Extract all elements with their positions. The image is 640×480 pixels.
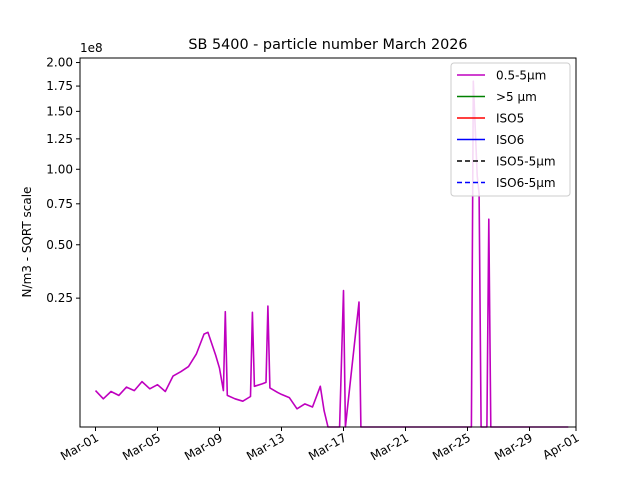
legend-label: 0.5-5µm — [496, 69, 546, 83]
x-tick-label: Mar-09 — [182, 430, 225, 463]
legend: 0.5-5µm >5 µm ISO5 ISO6 ISO5-5µm ISO6-5µm — [450, 62, 571, 197]
y-tick-label: 2.00 — [46, 56, 73, 70]
x-tick-label: Mar-17 — [306, 430, 349, 463]
y-tick-label: 0.50 — [46, 238, 73, 252]
x-tick-label: Mar-13 — [244, 430, 287, 463]
x-tick-label: Mar-01 — [58, 430, 101, 463]
legend-label: >5 µm — [496, 90, 537, 104]
y-tick-label: 0.75 — [46, 197, 73, 211]
y-axis-offset-label: 1e8 — [80, 41, 103, 55]
chart-title: SB 5400 - particle number March 2026 — [188, 37, 467, 53]
x-tick-label: Mar-29 — [492, 430, 535, 463]
axes-frame — [79, 57, 577, 428]
legend-label: ISO6-5µm — [496, 176, 556, 190]
x-tick-label: Mar-05 — [120, 430, 163, 463]
y-tick-label: 1.00 — [46, 162, 73, 176]
y-tick-label: 1.25 — [46, 132, 73, 146]
legend-label: ISO5-5µm — [496, 155, 556, 169]
legend-label: ISO5 — [496, 112, 524, 126]
x-tick-label: Mar-21 — [368, 430, 411, 463]
y-tick-label: 1.50 — [46, 104, 73, 118]
y-tick-label: 0.25 — [46, 291, 73, 305]
x-tick-label: Mar-25 — [430, 430, 473, 463]
legend-label: ISO6 — [496, 133, 524, 147]
y-tick-label: 1.75 — [46, 79, 73, 93]
x-tick-label: Apr-01 — [540, 430, 581, 462]
y-axis-label: N/m3 - SQRT scale — [20, 187, 34, 298]
